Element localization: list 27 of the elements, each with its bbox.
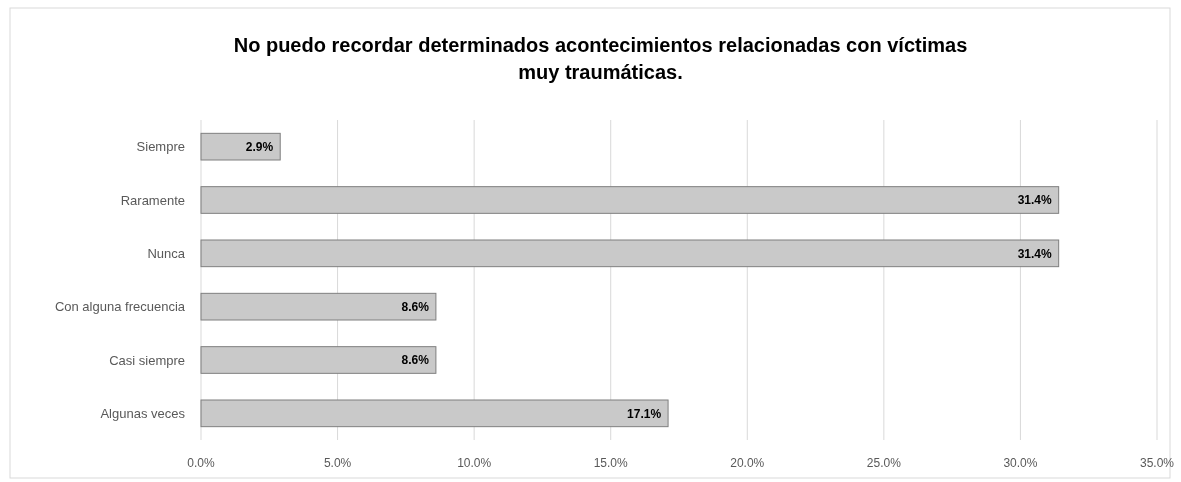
- data-label: 31.4%: [1017, 193, 1052, 208]
- data-label: 17.1%: [627, 406, 662, 421]
- y-tick-label: Nunca: [147, 245, 186, 261]
- y-tick-label: Algunas veces: [100, 405, 186, 421]
- x-tick-label: 5.0%: [323, 456, 352, 470]
- y-tick-label: Con alguna frecuencia: [54, 299, 186, 315]
- x-tick-label: 0.0%: [187, 456, 215, 470]
- bar: [200, 346, 437, 374]
- y-tick-label: Siempre: [136, 139, 185, 155]
- y-tick-label: Raramente: [120, 192, 185, 208]
- x-tick-label: 25.0%: [866, 456, 902, 470]
- bar: [200, 132, 281, 161]
- x-tick-label: 10.0%: [457, 456, 492, 470]
- data-label: 8.6%: [401, 299, 430, 314]
- bar: [200, 239, 1060, 268]
- bar: [200, 399, 669, 428]
- data-label: 31.4%: [1017, 246, 1052, 261]
- x-tick-label: 30.0%: [1003, 456, 1038, 470]
- y-tick-label: Casi siempre: [109, 352, 185, 368]
- bar: [200, 292, 437, 321]
- x-tick-label: 35.0%: [1139, 456, 1175, 470]
- x-tick-label: 20.0%: [730, 456, 765, 470]
- chart-title: No puedo recordar determinados acontecimientos relacionadas con víctimas muy traumáticas.: [233, 34, 968, 83]
- bar: [200, 186, 1060, 214]
- data-label: 8.6%: [401, 353, 430, 368]
- x-tick-label: 15.0%: [593, 456, 629, 470]
- data-label: 2.9%: [245, 139, 274, 154]
